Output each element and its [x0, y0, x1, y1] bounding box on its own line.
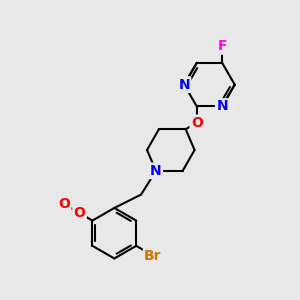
Text: O: O [191, 116, 203, 130]
Text: N: N [178, 78, 190, 92]
Text: N: N [216, 100, 228, 113]
Text: N: N [150, 164, 162, 178]
Text: Br: Br [144, 248, 162, 262]
Text: O: O [74, 206, 86, 220]
Text: F: F [217, 39, 227, 53]
Text: O: O [58, 197, 70, 211]
